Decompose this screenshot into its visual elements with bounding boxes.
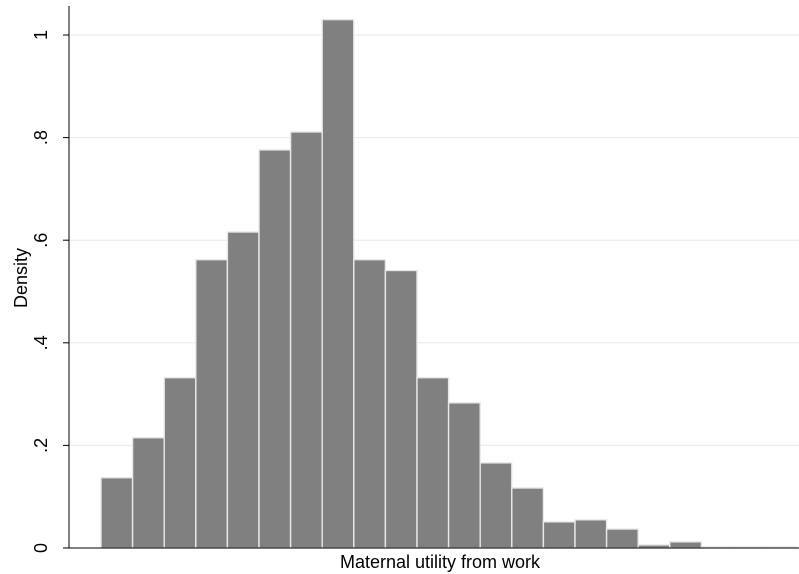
- histogram-bar: [321, 18, 355, 549]
- y-tick-label: .8: [31, 130, 51, 145]
- histogram-bar: [163, 376, 197, 549]
- histogram-bar: [574, 519, 608, 549]
- y-ticks: 0 .2 .4 .6 .8 1: [31, 30, 69, 553]
- y-tick-label: .2: [31, 438, 51, 453]
- histogram-bar: [447, 402, 481, 549]
- histogram-bar: [542, 521, 576, 549]
- y-tick-label: 0: [31, 543, 51, 553]
- y-tick-label: .6: [31, 233, 51, 248]
- histogram-bar: [100, 477, 134, 549]
- histogram-bar: [195, 258, 229, 549]
- histogram-bar: [511, 487, 545, 549]
- histogram-bar: [384, 269, 418, 549]
- gridlines: [69, 34, 799, 446]
- histogram-bar: [353, 258, 387, 549]
- histogram-bar: [131, 437, 165, 549]
- histogram-bar: [605, 528, 639, 549]
- histogram-bar: [226, 231, 260, 549]
- y-tick-label: .4: [31, 335, 51, 350]
- x-axis-title: Maternal utility from work: [340, 552, 541, 572]
- histogram-bar: [289, 131, 323, 549]
- histogram-bar: [416, 376, 450, 549]
- histogram-bar: [258, 149, 292, 549]
- axes: [68, 6, 799, 549]
- y-tick-label: 1: [31, 30, 51, 40]
- bars: [100, 18, 797, 549]
- y-axis-title: Density: [11, 248, 31, 308]
- histogram-bar: [479, 462, 513, 549]
- histogram-bar: [669, 541, 703, 549]
